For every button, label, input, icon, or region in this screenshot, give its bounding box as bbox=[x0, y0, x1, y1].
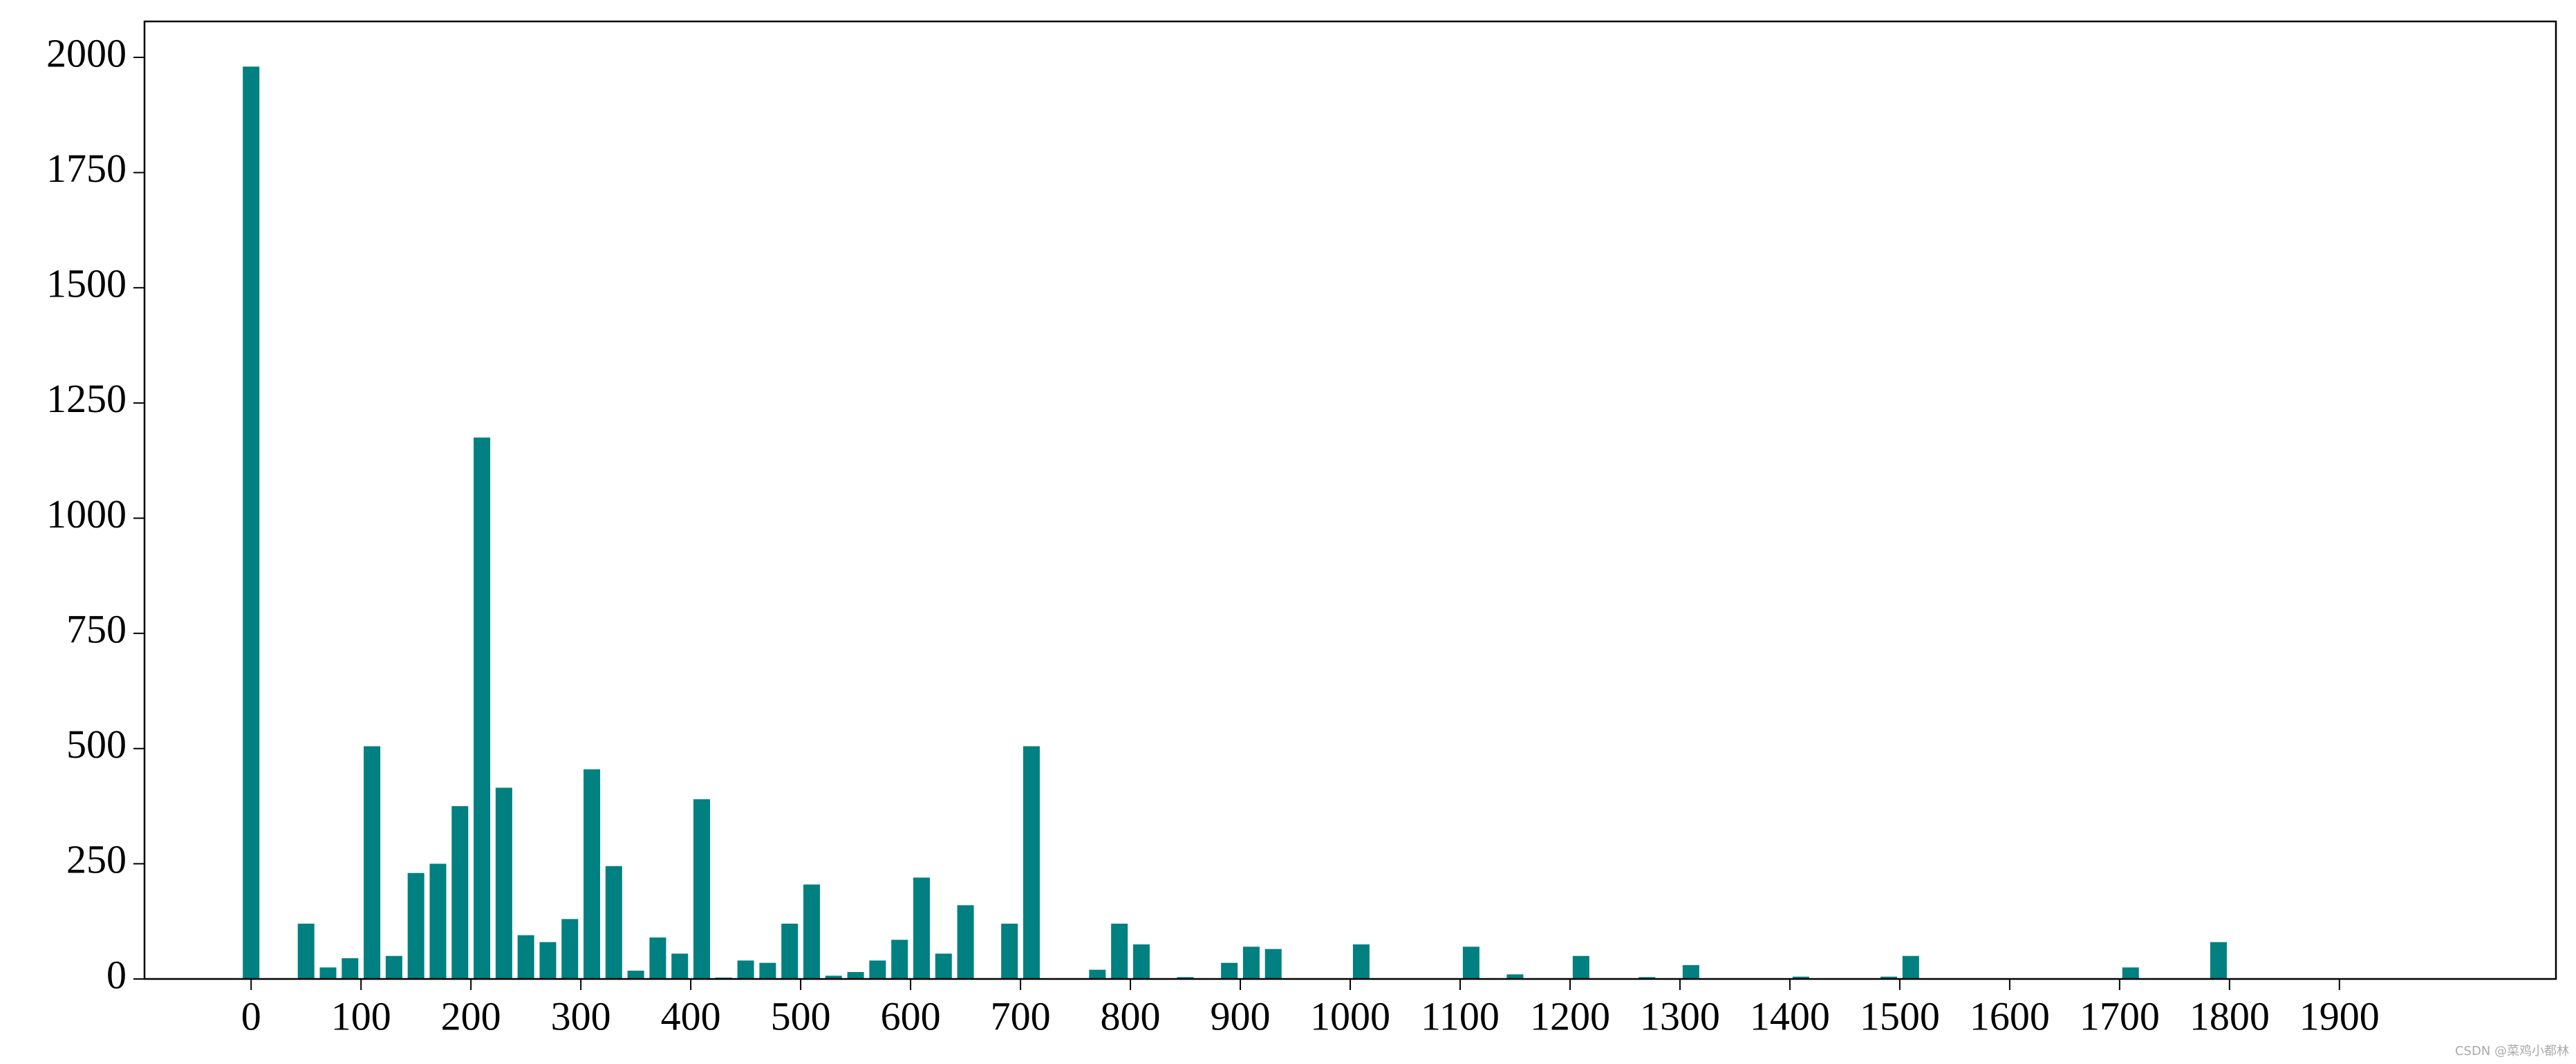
x-tick-label: 1500 bbox=[1860, 993, 1940, 1038]
bar bbox=[913, 877, 930, 979]
bar bbox=[1264, 949, 1282, 979]
y-tick-label: 1750 bbox=[46, 146, 127, 191]
x-tick-label: 500 bbox=[771, 993, 831, 1038]
bar bbox=[1506, 974, 1524, 979]
bar bbox=[495, 787, 512, 979]
bar bbox=[1242, 946, 1260, 979]
bar bbox=[2210, 942, 2227, 979]
bar bbox=[847, 972, 864, 979]
x-tick-label: 1800 bbox=[2190, 993, 2270, 1038]
bar bbox=[671, 953, 689, 979]
x-tick-label: 1600 bbox=[1970, 993, 2050, 1038]
bar bbox=[407, 872, 424, 979]
bar bbox=[957, 905, 974, 979]
bar bbox=[517, 935, 534, 979]
x-tick-label: 100 bbox=[331, 993, 391, 1038]
x-tick-label: 900 bbox=[1211, 993, 1271, 1038]
y-tick-label: 0 bbox=[106, 952, 127, 997]
bar bbox=[297, 924, 315, 979]
bar bbox=[1089, 969, 1106, 979]
bar bbox=[1177, 977, 1194, 979]
bar bbox=[627, 971, 644, 979]
x-tick-label: 1400 bbox=[1750, 993, 1830, 1038]
bar bbox=[737, 960, 754, 979]
bar bbox=[451, 806, 469, 979]
x-tick-label: 0 bbox=[241, 993, 261, 1038]
bar bbox=[1792, 976, 1809, 979]
bar bbox=[1682, 965, 1699, 979]
bar bbox=[693, 799, 711, 979]
bar bbox=[342, 958, 359, 979]
x-tick-label: 700 bbox=[991, 993, 1051, 1038]
x-tick-label: 1900 bbox=[2299, 993, 2380, 1038]
y-tick-label: 2000 bbox=[46, 30, 127, 75]
bar bbox=[1462, 946, 1480, 979]
bar bbox=[1221, 962, 1238, 979]
bar bbox=[803, 884, 821, 979]
bar bbox=[561, 919, 579, 979]
x-tick-label: 200 bbox=[441, 993, 501, 1038]
bar bbox=[891, 940, 908, 979]
watermark: CSDN @菜鸡小都林 bbox=[2455, 1044, 2569, 1058]
bar bbox=[429, 864, 447, 979]
bar bbox=[1639, 977, 1656, 979]
bar bbox=[1352, 944, 1370, 979]
bar bbox=[1880, 976, 1897, 979]
y-tick-label: 750 bbox=[66, 606, 127, 651]
bar bbox=[759, 962, 776, 979]
x-tick-label: 800 bbox=[1101, 993, 1161, 1038]
bar bbox=[539, 942, 557, 979]
x-tick-label: 1700 bbox=[2080, 993, 2160, 1038]
bar bbox=[385, 955, 402, 979]
plot-frame bbox=[143, 20, 2557, 980]
bar bbox=[1111, 924, 1128, 979]
x-tick-label: 1100 bbox=[1421, 993, 1500, 1038]
bar bbox=[1572, 955, 1589, 979]
bar bbox=[605, 866, 622, 979]
bar bbox=[1132, 944, 1150, 979]
bar bbox=[1902, 955, 1919, 979]
y-tick-label: 1250 bbox=[46, 376, 127, 421]
bar bbox=[781, 924, 799, 979]
y-tick-label: 1000 bbox=[46, 492, 127, 536]
y-tick-label: 1500 bbox=[46, 261, 127, 306]
x-tick-label: 1300 bbox=[1640, 993, 1720, 1038]
bar bbox=[364, 746, 381, 979]
bar bbox=[825, 976, 842, 979]
bar bbox=[584, 769, 601, 979]
bar bbox=[243, 66, 260, 979]
x-tick-label: 1000 bbox=[1310, 993, 1390, 1038]
x-tick-label: 1200 bbox=[1530, 993, 1610, 1038]
bar bbox=[649, 937, 666, 979]
bar bbox=[474, 437, 491, 979]
bar bbox=[319, 967, 337, 979]
bar bbox=[935, 953, 952, 979]
bar bbox=[1001, 924, 1018, 979]
x-tick-label: 600 bbox=[881, 993, 941, 1038]
x-tick-label: 300 bbox=[551, 993, 611, 1038]
bar bbox=[2122, 967, 2139, 979]
y-tick-label: 250 bbox=[66, 837, 127, 882]
bar bbox=[1023, 746, 1040, 979]
x-tick-label: 400 bbox=[661, 993, 721, 1038]
bar bbox=[869, 960, 886, 979]
y-tick-label: 500 bbox=[66, 722, 127, 767]
